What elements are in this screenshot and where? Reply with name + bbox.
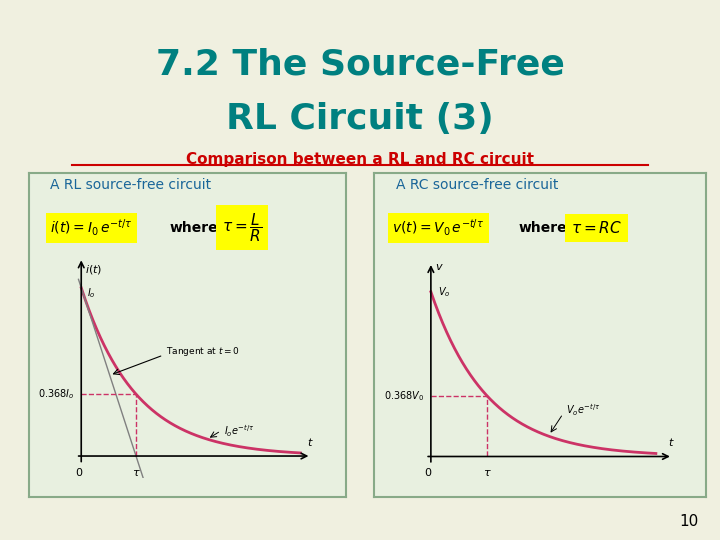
Text: $i(t) = I_0\, e^{-t/\tau}$: $i(t) = I_0\, e^{-t/\tau}$	[50, 218, 132, 238]
Text: where: where	[518, 221, 567, 235]
Text: Tangent at $t=0$: Tangent at $t=0$	[166, 345, 240, 358]
Text: $V_o$: $V_o$	[438, 285, 450, 299]
Text: $t$: $t$	[307, 436, 314, 448]
Text: $\tau$: $\tau$	[132, 468, 140, 478]
Text: $I_o e^{-t/\tau}$: $I_o e^{-t/\tau}$	[224, 423, 254, 438]
Text: $I_o$: $I_o$	[86, 286, 96, 300]
Text: $\tau = \dfrac{L}{R}$: $\tau = \dfrac{L}{R}$	[222, 212, 262, 244]
Text: 0: 0	[75, 468, 82, 478]
Text: 10: 10	[679, 514, 698, 529]
Text: 0: 0	[425, 468, 431, 478]
Text: where: where	[169, 221, 218, 235]
Text: $i(t)$: $i(t)$	[85, 262, 102, 275]
Text: RL Circuit (3): RL Circuit (3)	[226, 102, 494, 136]
Text: $v$: $v$	[435, 262, 444, 272]
Text: $\tau = RC$: $\tau = RC$	[571, 220, 622, 236]
Text: A RC source-free circuit: A RC source-free circuit	[396, 178, 559, 192]
Text: 7.2 The Source-Free: 7.2 The Source-Free	[156, 48, 564, 82]
Text: $t$: $t$	[668, 436, 675, 448]
Text: Comparison between a RL and RC circuit: Comparison between a RL and RC circuit	[186, 152, 534, 167]
Text: $v(t) = V_0\, e^{-t/\tau}$: $v(t) = V_0\, e^{-t/\tau}$	[392, 218, 485, 238]
Text: $\tau$: $\tau$	[482, 468, 492, 478]
Text: $0.368V_0$: $0.368V_0$	[384, 389, 424, 403]
Text: $0.368I_o$: $0.368I_o$	[38, 387, 75, 401]
Text: A RL source-free circuit: A RL source-free circuit	[50, 178, 212, 192]
Text: $V_o e^{-t/\tau}$: $V_o e^{-t/\tau}$	[566, 403, 600, 418]
